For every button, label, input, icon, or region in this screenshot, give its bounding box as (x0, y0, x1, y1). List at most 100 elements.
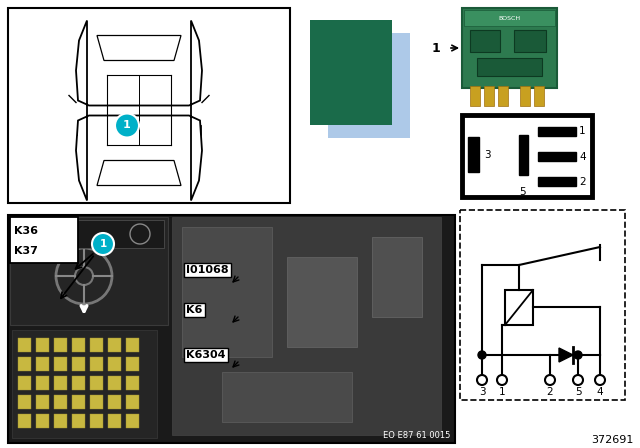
Text: 1: 1 (431, 42, 440, 55)
Bar (514, 30, 546, 52)
Bar (460, 210, 625, 400)
Bar (372, 237, 422, 317)
Polygon shape (559, 348, 573, 362)
Text: 3: 3 (479, 387, 485, 397)
Bar (90, 357, 103, 371)
Text: 372691: 372691 (591, 435, 634, 445)
Bar (505, 290, 533, 325)
Bar (72, 376, 85, 390)
Circle shape (478, 351, 486, 359)
Bar (108, 395, 121, 409)
Bar (468, 137, 479, 172)
Bar (172, 217, 441, 435)
Bar (18, 414, 31, 428)
Text: 1: 1 (499, 387, 506, 397)
Bar (72, 357, 85, 371)
Bar (287, 257, 357, 347)
Bar (10, 217, 78, 263)
Bar (520, 86, 530, 106)
Text: 1: 1 (579, 126, 586, 136)
Bar (498, 86, 508, 106)
Text: 5: 5 (575, 387, 581, 397)
Circle shape (574, 351, 582, 359)
Text: 4: 4 (596, 387, 604, 397)
Text: 1: 1 (123, 121, 131, 130)
Bar (477, 58, 542, 76)
Bar (18, 338, 31, 352)
Circle shape (497, 375, 507, 385)
Text: K6304: K6304 (186, 350, 225, 360)
Bar (54, 395, 67, 409)
Text: K6: K6 (186, 305, 202, 315)
Text: K37: K37 (14, 246, 38, 256)
Bar (328, 33, 410, 138)
Bar (126, 395, 139, 409)
Bar (36, 376, 49, 390)
Bar (108, 376, 121, 390)
Text: 1: 1 (99, 239, 107, 249)
Bar (72, 414, 85, 428)
Bar (126, 357, 139, 371)
Bar (108, 357, 121, 371)
Bar (538, 152, 576, 161)
Text: 4: 4 (579, 152, 586, 162)
Bar (519, 135, 528, 175)
Bar (18, 357, 31, 371)
Text: 3: 3 (484, 150, 491, 160)
Polygon shape (76, 21, 202, 201)
Bar (470, 86, 480, 106)
Bar (12, 330, 157, 438)
Text: 2: 2 (547, 387, 554, 397)
Bar (36, 357, 49, 371)
Bar (18, 395, 31, 409)
Bar (126, 414, 139, 428)
Bar (538, 177, 576, 186)
Bar (36, 395, 49, 409)
Bar (54, 376, 67, 390)
Text: K36: K36 (14, 226, 38, 236)
Bar (310, 20, 392, 125)
Bar (8, 8, 290, 203)
Bar (182, 227, 272, 357)
Bar (108, 338, 121, 352)
Bar (36, 414, 49, 428)
Bar (90, 338, 103, 352)
Bar (126, 376, 139, 390)
Bar (54, 414, 67, 428)
Bar (462, 115, 592, 197)
Polygon shape (97, 160, 181, 185)
Bar (90, 395, 103, 409)
Bar (470, 30, 500, 52)
Circle shape (92, 233, 114, 255)
Polygon shape (97, 35, 181, 60)
Bar (484, 86, 494, 106)
Bar (108, 414, 121, 428)
Bar (538, 127, 576, 136)
Circle shape (545, 375, 555, 385)
Bar (90, 376, 103, 390)
Circle shape (573, 375, 583, 385)
Circle shape (595, 375, 605, 385)
Bar (8, 215, 455, 443)
Bar (36, 338, 49, 352)
Bar (534, 86, 544, 106)
Bar (462, 8, 557, 88)
Bar (54, 338, 67, 352)
Circle shape (477, 375, 487, 385)
Bar (126, 338, 139, 352)
Text: I01068: I01068 (186, 265, 228, 275)
Bar (222, 372, 352, 422)
Bar (72, 338, 85, 352)
Bar (18, 376, 31, 390)
Text: EO E87 61 0015: EO E87 61 0015 (383, 431, 450, 439)
Bar (90, 414, 103, 428)
Bar (10, 217, 168, 325)
Bar (464, 10, 555, 26)
Text: BOSCH: BOSCH (498, 16, 520, 21)
Bar (72, 395, 85, 409)
Circle shape (115, 113, 139, 138)
Text: 5: 5 (520, 187, 526, 197)
Bar (14, 220, 164, 248)
Bar (54, 357, 67, 371)
Text: 2: 2 (579, 177, 586, 187)
